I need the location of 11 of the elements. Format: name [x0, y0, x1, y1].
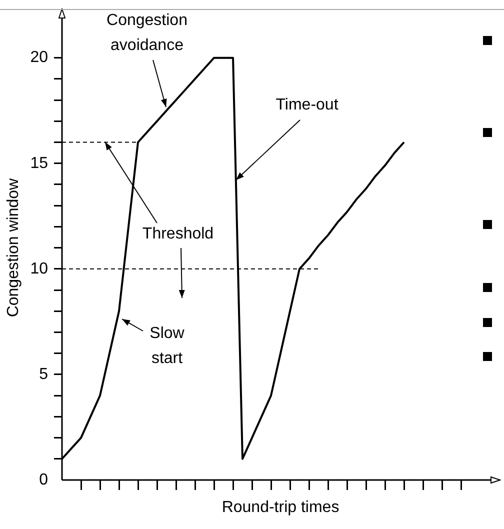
y-tick-label: 0 [39, 471, 48, 488]
y-tick-label: 15 [30, 154, 48, 172]
y-tick-label: 5 [39, 366, 48, 383]
x-axis-title: Round-trip times [222, 498, 340, 516]
annotation: Congestion avoidance [106, 12, 188, 54]
annotation: Threshold [142, 225, 214, 242]
annotation: Time-out [276, 96, 339, 114]
annotation: Slow start [150, 324, 185, 367]
y-axis-title: Congestion window [5, 178, 22, 318]
y-tick-label: 10 [30, 260, 48, 278]
y-tick-label: 20 [30, 49, 48, 66]
